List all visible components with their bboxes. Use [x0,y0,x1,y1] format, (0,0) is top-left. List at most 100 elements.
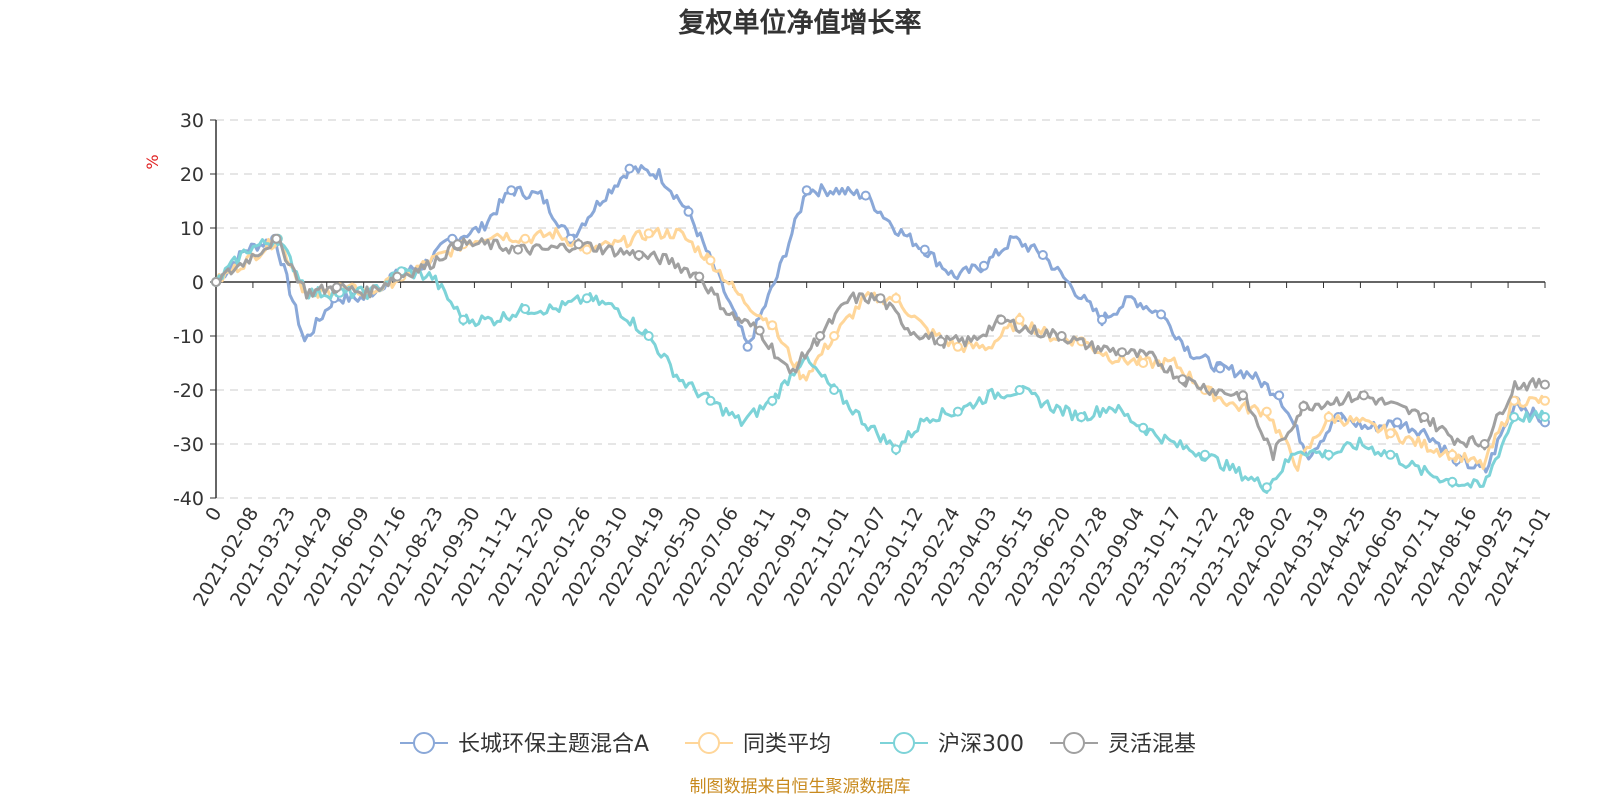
data-point-marker [643,331,654,341]
y-tick-label: -20 [173,380,204,402]
data-point-marker [935,336,946,347]
data-point-marker [1138,422,1149,433]
data-point-marker [211,277,221,287]
data-point-marker [829,331,840,341]
y-tick-label: 0 [192,272,204,294]
data-point-marker [581,244,592,255]
data-point-marker [683,206,694,217]
data-point-marker [452,239,463,250]
data-point-marker [1056,331,1067,341]
y-tick-label: -10 [173,326,204,348]
data-point-marker [978,260,989,271]
legend-item[interactable]: 同类平均 [685,732,831,757]
data-point-marker [1447,449,1458,460]
data-point-marker [996,314,1007,325]
y-tick-label: -30 [173,434,204,456]
data-point-marker [1215,363,1226,374]
data-point-marker [520,304,531,314]
y-tick-label: 20 [180,164,204,186]
data-point-marker [1274,390,1285,401]
data-point-marker [1358,390,1369,401]
legend-label: 沪深300 [938,732,1024,757]
data-point-marker [1076,412,1087,422]
data-point-marker [705,255,716,266]
legend-label: 同类平均 [743,732,831,757]
data-point-marker [952,406,963,417]
data-point-marker [694,271,705,282]
data-point-marker [767,395,778,406]
data-point-marker [506,185,517,196]
data-point-marker [875,293,886,304]
data-point-marker [801,185,812,196]
series-line-1 [214,226,1547,472]
data-point-marker [1392,417,1403,428]
data-point-marker [1014,314,1025,325]
data-point-marker [520,233,531,244]
data-point-marker [1540,379,1550,390]
data-point-marker [891,293,901,304]
legend-item[interactable]: 沪深300 [880,732,1024,757]
legend[interactable]: 长城环保主题混合A 同类平均 沪深300 灵活混基 [400,732,1196,757]
data-point-marker [1419,412,1430,422]
data-point-marker [633,250,644,260]
data-point-marker [513,244,523,255]
legend-marker-icon [893,732,915,754]
data-point-marker [1200,449,1210,460]
legend-item[interactable]: 灵活混基 [1050,732,1196,757]
data-point-marker [1117,347,1128,358]
y-axis-ticks: 30 20 10 0 -10 -20 -30 -40 [173,110,216,510]
data-point-marker [331,282,342,293]
data-point-marker [1014,385,1025,395]
data-point-marker [1385,449,1396,460]
y-tick-label: 10 [180,218,204,240]
y-tick-label: 30 [180,110,204,132]
data-point-marker [754,325,765,336]
data-point-marker [392,271,403,282]
data-point-marker [1385,428,1396,439]
data-point-marker [573,239,584,250]
data-point-marker [643,228,654,239]
data-point-marker [742,341,753,352]
data-point-marker [815,331,826,341]
series-lines [211,163,1550,494]
data-point-marker [1447,476,1458,487]
grid-lines [216,119,1545,499]
data-point-marker [581,293,592,304]
series-line-2 [214,238,1547,494]
legend-item[interactable]: 长城环保主题混合A [400,732,649,757]
data-point-marker [1261,406,1272,417]
legend-label: 灵活混基 [1108,732,1196,757]
legend-marker-icon [698,732,720,754]
data-point-marker [1156,309,1167,320]
data-point-marker [829,385,840,395]
data-point-marker [1323,449,1334,460]
data-point-marker [1261,482,1272,493]
data-point-marker [1298,401,1309,412]
data-point-marker [1509,412,1520,422]
data-point-marker [952,341,963,352]
data-point-marker [767,320,778,331]
y-axis-unit-label: % [143,154,162,169]
data-source-note: 制图数据来自恒生聚源数据库 [690,777,911,797]
data-point-marker [1540,412,1550,422]
y-tick-label: -40 [173,488,204,510]
legend-marker-icon [413,732,435,754]
data-point-marker [919,244,930,255]
data-point-marker [458,314,469,325]
data-point-marker [624,163,635,174]
data-point-marker [1323,412,1334,422]
data-point-marker [271,233,282,244]
data-point-marker [860,190,871,201]
data-point-marker [1177,374,1188,385]
data-point-marker [1097,314,1107,325]
legend-marker-icon [1063,732,1085,754]
data-point-marker [891,444,901,455]
data-point-marker [1540,395,1550,406]
data-point-marker [705,395,716,406]
legend-label: 长城环保主题混合A [458,732,649,757]
data-point-marker [1238,390,1248,401]
data-point-marker [1037,250,1048,260]
data-point-marker [1479,439,1490,449]
chart-title: 复权单位净值增长率 [679,7,922,39]
